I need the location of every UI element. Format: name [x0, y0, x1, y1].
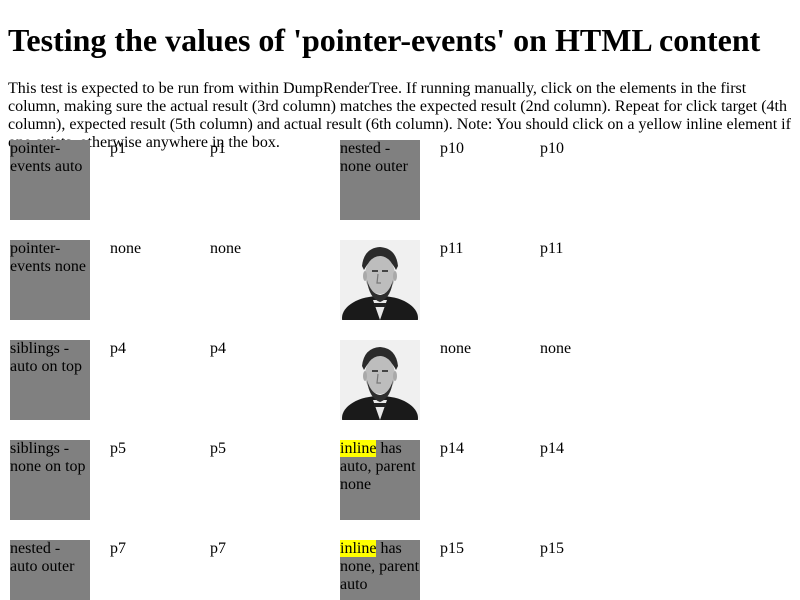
inline-target[interactable]: inline: [340, 540, 377, 557]
intro-paragraph: This test is expected to be run from wit…: [8, 80, 791, 151]
box-label: pointer-events auto: [10, 140, 83, 175]
box-label: pointer-events none: [10, 240, 86, 275]
actual-result: none: [540, 340, 572, 357]
expected-result: p5: [110, 440, 126, 457]
box-label: siblings - auto on top: [10, 340, 82, 375]
expected-result: p11: [440, 240, 464, 257]
click-target-box[interactable]: siblings - none on top: [10, 440, 90, 520]
expected-result: p15: [440, 540, 464, 557]
click-target-box[interactable]: inline has auto, parent none: [340, 440, 420, 520]
click-target-box[interactable]: pointer-events auto: [10, 140, 90, 220]
expected-result: none: [110, 240, 142, 257]
box-label: has auto, parent none: [340, 440, 416, 493]
portrait-image[interactable]: [340, 240, 420, 320]
actual-result: p1: [210, 140, 226, 157]
lincoln-portrait-photo: [340, 240, 420, 320]
expected-result: p7: [110, 540, 126, 557]
expected-result: p1: [110, 140, 126, 157]
box-label: nested - auto outer: [10, 540, 75, 575]
lincoln-portrait-photo: [340, 340, 420, 420]
click-target-box[interactable]: nested - none outer: [340, 140, 420, 220]
actual-result: p5: [210, 440, 226, 457]
box-label: nested - none outer: [340, 140, 408, 175]
click-target-box[interactable]: inline has none, parent auto: [340, 540, 420, 600]
expected-result: p4: [110, 340, 126, 357]
actual-result: p10: [540, 140, 564, 157]
page-title: Testing the values of 'pointer-events' o…: [8, 22, 761, 58]
expected-result: p10: [440, 140, 464, 157]
expected-result: none: [440, 340, 472, 357]
inline-target[interactable]: inline: [340, 440, 377, 457]
box-label: has none, parent auto: [340, 540, 420, 593]
portrait-image[interactable]: [340, 340, 420, 420]
box-label: siblings - none on top: [10, 440, 86, 475]
actual-result: p14: [540, 440, 564, 457]
actual-result: none: [210, 240, 242, 257]
actual-result: p4: [210, 340, 226, 357]
actual-result: p7: [210, 540, 226, 557]
click-target-box[interactable]: siblings - auto on top: [10, 340, 90, 420]
click-target-box[interactable]: pointer-events none: [10, 240, 90, 320]
actual-result: p15: [540, 540, 564, 557]
expected-result: p14: [440, 440, 464, 457]
actual-result: p11: [540, 240, 564, 257]
click-target-box[interactable]: nested - auto outer: [10, 540, 90, 600]
